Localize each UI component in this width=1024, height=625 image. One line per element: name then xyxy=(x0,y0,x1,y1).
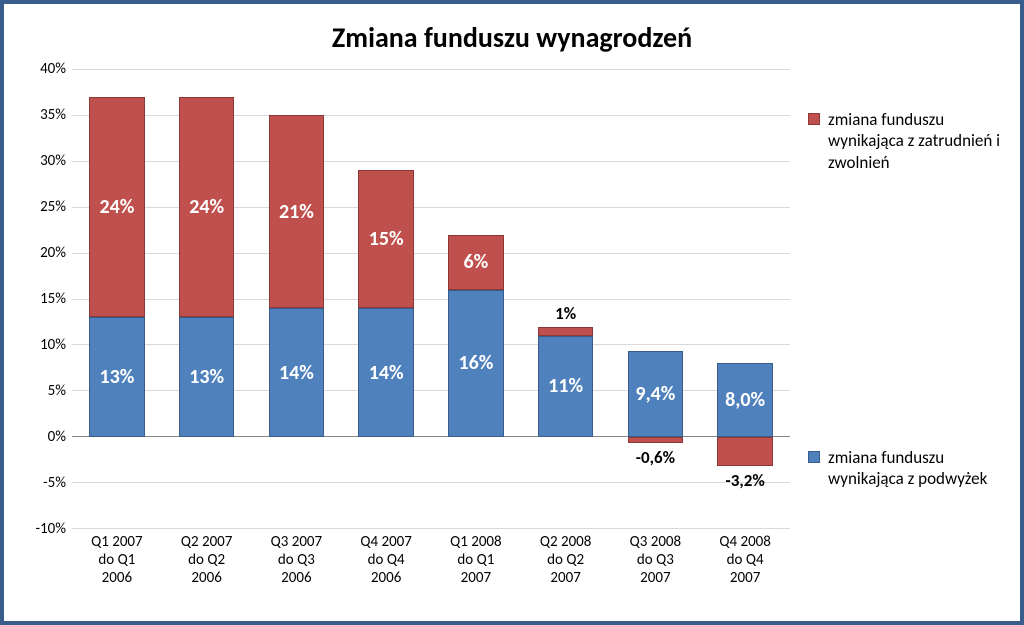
bar-label-raises: 8,0% xyxy=(717,388,773,412)
x-tick-label: Q3 2007 do Q3 2006 xyxy=(252,533,342,587)
plot-area: -10%-5%0%5%10%15%20%25%30%35%40% 13%24%1… xyxy=(16,69,790,599)
bar-label-hiring: -0,6% xyxy=(628,447,684,468)
bar-label-raises: 14% xyxy=(269,361,325,385)
legend-swatch xyxy=(808,113,820,125)
y-tick-label: 10% xyxy=(40,336,66,354)
legend-item: zmiana funduszu wynikająca z zatrudnień … xyxy=(808,109,1008,173)
bar-label-raises: 16% xyxy=(448,351,504,375)
bar: 13% 24% xyxy=(179,69,235,529)
y-tick-label: 5% xyxy=(48,382,66,400)
chart-title: Zmiana funduszu wynagrodzeń xyxy=(16,20,1008,55)
legend-label: zmiana funduszu wynikająca z zatrudnień … xyxy=(828,109,1008,173)
y-tick-label: 0% xyxy=(48,428,66,446)
bar-label-hiring: -3,2% xyxy=(717,470,773,491)
bar: 14% 21% xyxy=(269,69,325,529)
x-tick-label: Q4 2008 do Q4 2007 xyxy=(700,533,790,587)
x-tick-label: Q1 2008 do Q1 2007 xyxy=(431,533,521,587)
bar-label-hiring: 24% xyxy=(179,195,235,219)
bar-label-raises: 11% xyxy=(538,374,594,398)
x-tick-label: Q3 2008 do Q3 2007 xyxy=(611,533,701,587)
x-tick-label: Q4 2007 do Q4 2006 xyxy=(341,533,431,587)
y-tick-label: 30% xyxy=(40,152,66,170)
chart-frame: Zmiana funduszu wynagrodzeń -10% -5% 0% 5% 1… xyxy=(0,0,1024,625)
bar: 8,0% -3,2% xyxy=(717,69,773,529)
bars-container: 13% 24% 13% 24% 14% 21% 14% 15% 16% 6% 11% 1% 9,4% -0… xyxy=(72,69,790,529)
bar-label-raises: 14% xyxy=(358,361,414,385)
bar-label-hiring: 15% xyxy=(358,227,414,251)
bar-label-hiring: 21% xyxy=(269,200,325,224)
y-tick-label: 40% xyxy=(40,60,66,78)
bar-label-hiring: 1% xyxy=(538,302,594,323)
bar-label-raises: 13% xyxy=(179,365,235,389)
bar-segment-hiring xyxy=(538,327,594,336)
bar: 16% 6% xyxy=(448,69,504,529)
bar: 13% 24% xyxy=(89,69,145,529)
bar: 14% 15% xyxy=(358,69,414,529)
y-tick-label: 15% xyxy=(40,290,66,308)
bar-label-hiring: 6% xyxy=(448,250,504,274)
bar-label-raises: 13% xyxy=(89,365,145,389)
legend-label: zmiana funduszu wynikająca z podwyżek xyxy=(828,447,1008,490)
y-tick-label: 20% xyxy=(40,244,66,262)
x-tick-label: Q2 2008 do Q2 2007 xyxy=(521,533,611,587)
x-axis-labels: Q1 2007 do Q1 2006Q2 2007 do Q2 2006Q3 2… xyxy=(72,529,790,599)
y-tick-label: -5% xyxy=(43,474,66,492)
bar: 9,4% -0,6% xyxy=(628,69,684,529)
y-axis: -10%-5%0%5%10%15%20%25%30%35%40% xyxy=(16,69,72,529)
bar-segment-hiring xyxy=(717,437,773,466)
bar: 11% 1% xyxy=(538,69,594,529)
bar-segment-hiring xyxy=(628,437,684,443)
y-tick-label: -10% xyxy=(35,520,66,538)
bar-label-raises: 9,4% xyxy=(628,382,684,406)
y-tick-label: 35% xyxy=(40,106,66,124)
x-tick-label: Q2 2007 do Q2 2006 xyxy=(162,533,252,587)
legend: zmiana funduszu wynikająca z zatrudnień … xyxy=(790,69,1008,599)
bar-label-hiring: 24% xyxy=(89,195,145,219)
y-tick-label: 25% xyxy=(40,198,66,216)
legend-item: zmiana funduszu wynikająca z podwyżek xyxy=(808,447,1008,490)
chart-body: -10%-5%0%5%10%15%20%25%30%35%40% 13%24%1… xyxy=(16,69,1008,599)
legend-swatch xyxy=(808,451,820,463)
x-tick-label: Q1 2007 do Q1 2006 xyxy=(72,533,162,587)
